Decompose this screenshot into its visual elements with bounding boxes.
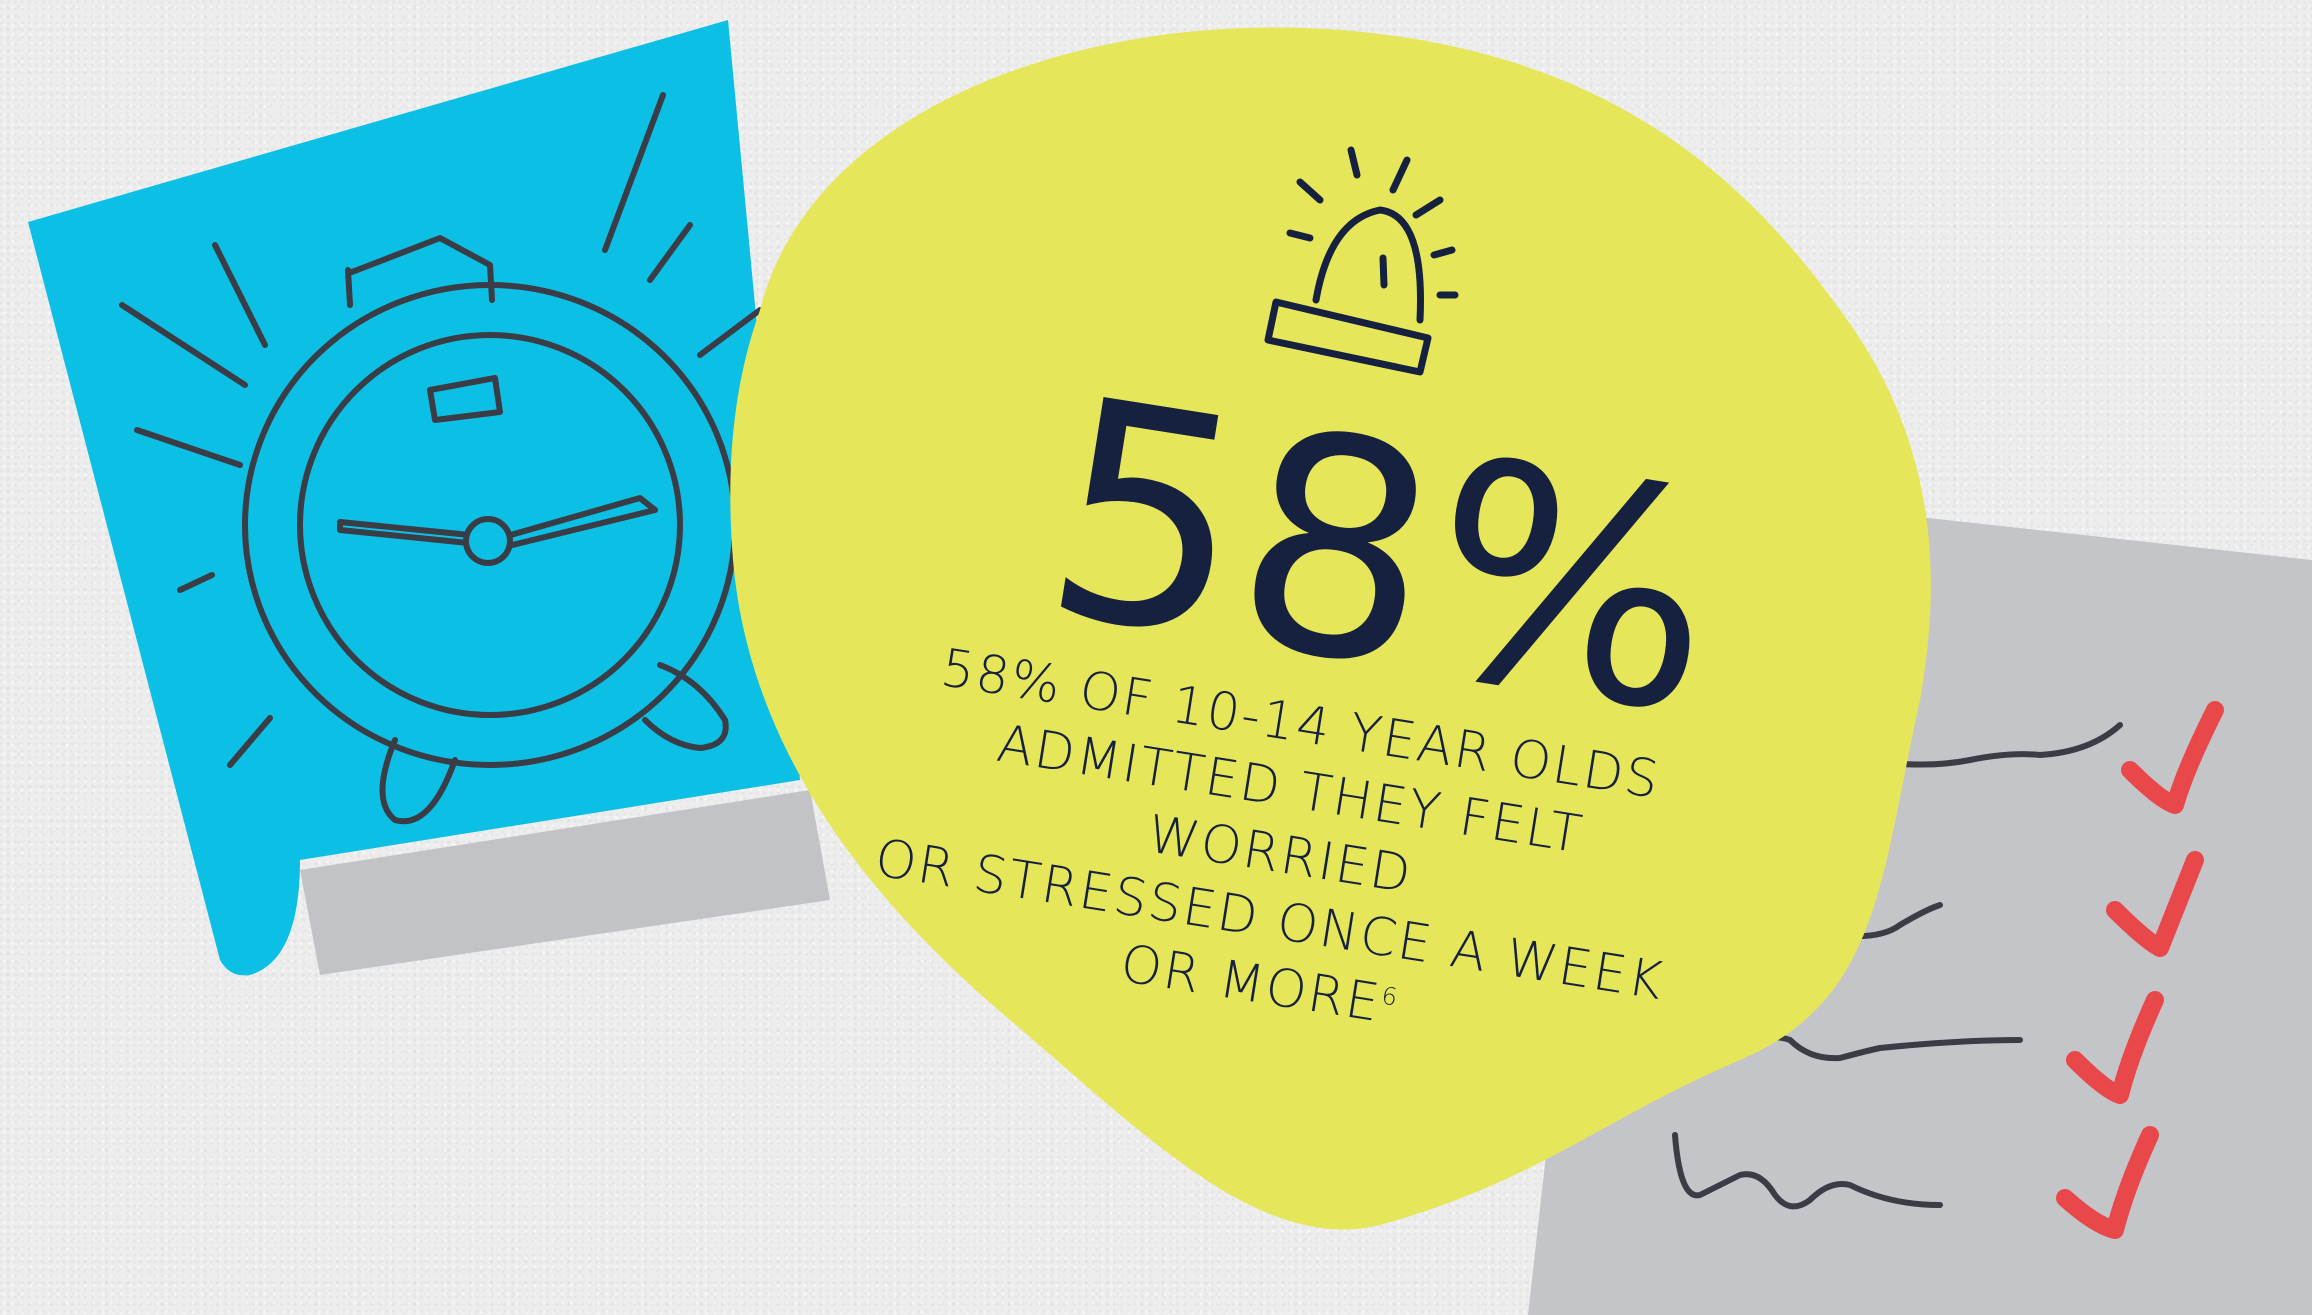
footnote-marker: 6 (1379, 981, 1402, 1012)
